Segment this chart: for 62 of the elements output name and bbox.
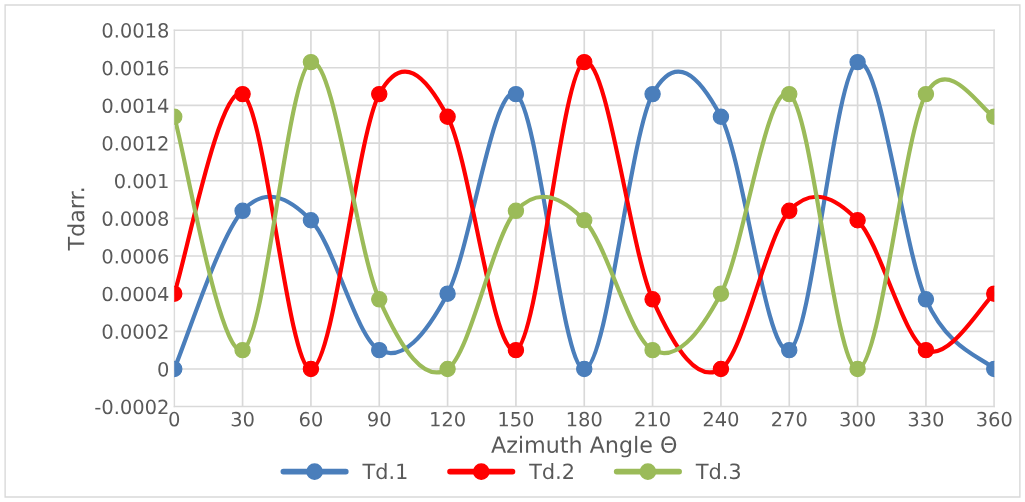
point — [712, 360, 730, 378]
point — [781, 202, 798, 220]
x-tick-label: 60 — [299, 411, 322, 427]
y-tick-label: 0.0014 — [102, 98, 169, 114]
y-tick-label: 0.0016 — [102, 60, 169, 76]
point — [917, 85, 935, 103]
x-tick-label: 30 — [231, 411, 254, 427]
point — [576, 360, 593, 378]
x-tick-label: 360 — [977, 411, 1012, 427]
point — [371, 85, 388, 103]
point — [917, 291, 935, 308]
x-tick-label: 240 — [703, 411, 739, 427]
y-tick-label: 0 — [158, 361, 169, 377]
point — [849, 212, 866, 229]
point — [302, 360, 320, 378]
point — [439, 285, 456, 302]
x-axis-title: Azimuth Angle Θ — [491, 435, 677, 458]
point — [917, 341, 935, 359]
legend-label: Td.2 — [529, 463, 573, 480]
point — [576, 53, 593, 71]
y-tick-label: 0.001 — [115, 173, 168, 189]
point — [576, 212, 593, 229]
point — [371, 341, 388, 359]
point — [371, 291, 388, 308]
y-tick-label: 0.0006 — [102, 248, 169, 264]
x-tick-label: 120 — [431, 411, 465, 427]
point — [781, 85, 798, 103]
point — [302, 53, 320, 71]
x-tick-label: 0 — [169, 411, 180, 427]
point — [644, 291, 661, 308]
point — [507, 85, 525, 103]
point — [234, 341, 251, 359]
point — [781, 341, 798, 359]
y-tick-label: 0.0008 — [102, 211, 169, 227]
point — [712, 285, 730, 302]
point — [849, 360, 866, 378]
x-tick-label: 150 — [499, 411, 534, 427]
x-tick-label: 90 — [368, 411, 391, 427]
point — [644, 85, 661, 103]
x-tick-label: 180 — [567, 411, 602, 427]
point — [439, 360, 456, 378]
y-tick-label: 0.0004 — [102, 286, 169, 302]
x-tick-label: 300 — [840, 411, 875, 427]
y-tick-label: 0.0002 — [102, 324, 168, 339]
point — [507, 341, 525, 359]
legend-label: Td.3 — [695, 463, 740, 480]
point — [712, 108, 730, 125]
point — [234, 85, 251, 103]
legend-label: Td.1 — [362, 463, 407, 480]
y-tick-label: 0.0012 — [102, 136, 168, 151]
y-axis-title: Tdarr. — [67, 188, 85, 251]
point — [439, 108, 456, 125]
point — [234, 202, 251, 220]
y-tick-label: 0.0018 — [102, 23, 169, 38]
point — [849, 53, 866, 71]
point — [644, 341, 661, 359]
y-tick-label: -0.0002 — [95, 399, 168, 415]
x-tick-label: 330 — [908, 411, 944, 427]
point — [507, 202, 525, 220]
x-tick-label: 270 — [772, 411, 807, 427]
x-tick-label: 210 — [635, 411, 670, 427]
point — [302, 212, 320, 229]
